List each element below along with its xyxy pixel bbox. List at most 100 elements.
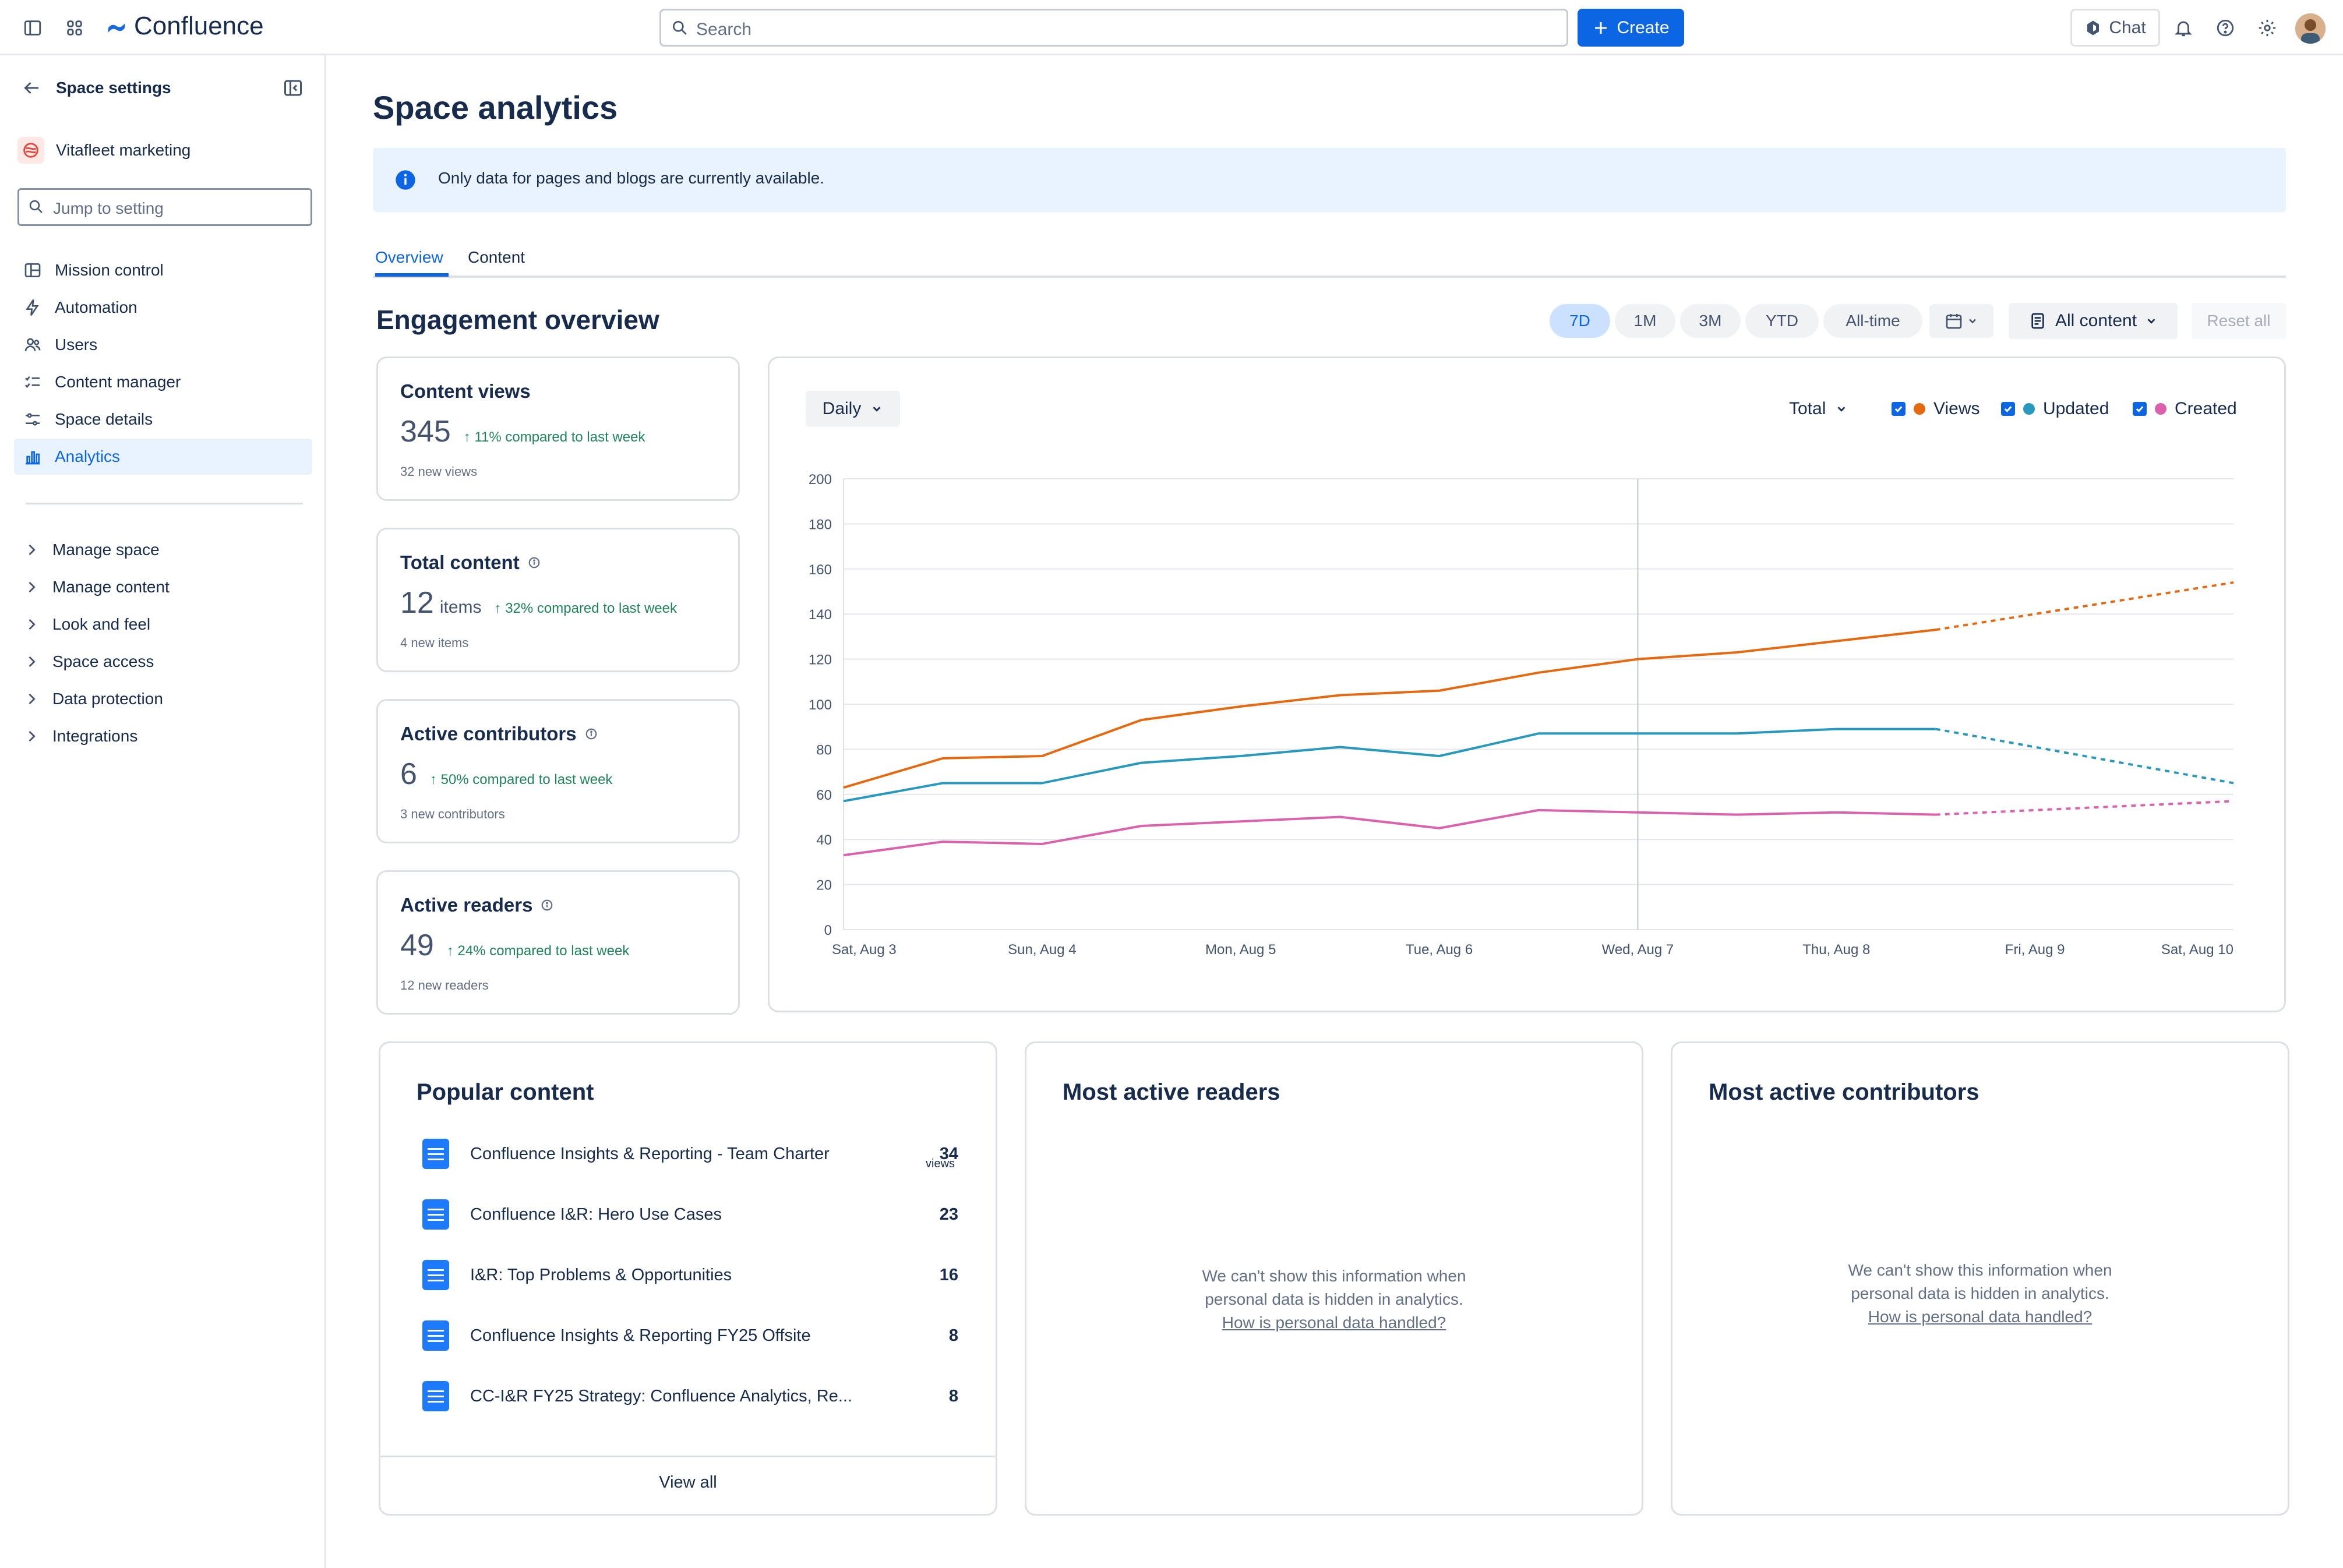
info-icon[interactable] bbox=[541, 899, 553, 912]
chevron-right-icon bbox=[29, 693, 36, 705]
x-tick-label: Sun, Aug 4 bbox=[1008, 942, 1076, 958]
create-button[interactable]: Create bbox=[1578, 9, 1684, 47]
views-label: views bbox=[926, 1157, 955, 1170]
sidebar-item-mission-control[interactable]: Mission control bbox=[14, 252, 312, 288]
aggregation-dropdown[interactable]: Total bbox=[1789, 399, 1848, 419]
stat-card-total-content: Total content 12 items ↑ 32% compared to… bbox=[376, 528, 740, 672]
date-picker-button[interactable] bbox=[1929, 304, 1993, 338]
sidebar-group-label: Data protection bbox=[52, 690, 163, 708]
reset-all-button[interactable]: Reset all bbox=[2192, 303, 2286, 339]
sidebar-item-space-details[interactable]: Space details bbox=[14, 401, 312, 437]
y-tick-label: 160 bbox=[809, 562, 832, 578]
jump-placeholder: Jump to setting bbox=[53, 199, 164, 217]
help-icon[interactable] bbox=[2214, 16, 2237, 40]
view-all-button[interactable]: View all bbox=[659, 1473, 717, 1492]
list-item[interactable]: Confluence I&R: Hero Use Cases 23 bbox=[422, 1197, 958, 1232]
view-count: 16 bbox=[939, 1265, 958, 1284]
y-tick-label: 120 bbox=[809, 652, 832, 668]
stat-change: ↑ 11% compared to last week bbox=[463, 429, 645, 445]
range-7d-button[interactable]: 7D bbox=[1550, 304, 1610, 338]
series-line-updated bbox=[843, 728, 1936, 803]
chat-button[interactable]: Chat bbox=[2070, 9, 2160, 47]
y-tick-label: 180 bbox=[809, 517, 832, 532]
sidebar-item-analytics[interactable]: Analytics bbox=[14, 439, 312, 475]
sidebar-group-label: Look and feel bbox=[52, 615, 151, 633]
sidebar-group-label: Manage content bbox=[52, 578, 170, 596]
y-tick-label: 200 bbox=[809, 472, 832, 488]
checkbox-checked-icon bbox=[2133, 402, 2147, 416]
empty-line-1: We can't show this information when bbox=[1848, 1261, 2112, 1279]
list-item[interactable]: I&R: Top Problems & Opportunities 16 bbox=[422, 1258, 958, 1292]
search-input[interactable]: Search bbox=[659, 9, 1568, 47]
sidebar-item-content-manager[interactable]: Content manager bbox=[14, 364, 312, 400]
sidebar-item-label: Users bbox=[55, 336, 98, 354]
chat-label: Chat bbox=[2109, 17, 2146, 37]
range-ytd-button[interactable]: YTD bbox=[1745, 304, 1819, 338]
stat-title: Active readers bbox=[400, 894, 533, 916]
sidebar-toggle-icon[interactable] bbox=[21, 16, 44, 40]
active-tab-indicator bbox=[375, 273, 449, 277]
notifications-bell-icon[interactable] bbox=[2172, 16, 2195, 40]
content-title: I&R: Top Problems & Opportunities bbox=[470, 1265, 732, 1284]
sidebar-group-integrations[interactable]: Integrations bbox=[14, 718, 312, 754]
x-tick-label: Sat, Aug 3 bbox=[832, 942, 897, 958]
legend-views-toggle[interactable]: Views bbox=[1892, 399, 1979, 419]
range-all-time-button[interactable]: All-time bbox=[1823, 304, 1922, 338]
y-tick-label: 40 bbox=[816, 832, 832, 848]
chevron-down-icon bbox=[1969, 319, 1976, 324]
legend-label: Views bbox=[1933, 399, 1980, 418]
sidebar-group-look-and-feel[interactable]: Look and feel bbox=[14, 606, 312, 642]
confluence-logo-icon[interactable] bbox=[105, 16, 128, 40]
banner-text: Only data for pages and blogs are curren… bbox=[438, 169, 825, 187]
granularity-dropdown[interactable]: Daily bbox=[806, 391, 900, 427]
stat-title: Content views bbox=[400, 380, 531, 402]
checklist-icon bbox=[25, 376, 40, 389]
sidebar-item-automation[interactable]: Automation bbox=[14, 289, 312, 326]
list-item[interactable]: CC-I&R FY25 Strategy: Confluence Analyti… bbox=[422, 1379, 958, 1414]
legend-updated-toggle[interactable]: Updated bbox=[2001, 399, 2109, 419]
sidebar-item-users[interactable]: Users bbox=[14, 327, 312, 363]
info-icon[interactable] bbox=[585, 728, 598, 740]
empty-line-2: personal data is hidden in analytics. bbox=[1205, 1290, 1463, 1308]
legend-created-toggle[interactable]: Created bbox=[2133, 399, 2237, 419]
sidebar-group-data-protection[interactable]: Data protection bbox=[14, 681, 312, 717]
back-arrow-icon[interactable] bbox=[21, 77, 42, 101]
card-title: Most active contributors bbox=[1709, 1079, 1979, 1105]
stat-sub: 12 new readers bbox=[400, 978, 489, 993]
jump-to-setting-input[interactable]: Jump to setting bbox=[17, 188, 312, 226]
x-tick-label: Tue, Aug 6 bbox=[1406, 942, 1473, 958]
tab-overview[interactable]: Overview bbox=[375, 248, 443, 266]
range-1m-button[interactable]: 1M bbox=[1615, 304, 1675, 338]
stat-card-active-readers: Active readers 49 ↑ 24% compared to last… bbox=[376, 870, 740, 1015]
engagement-line-chart[interactable]: 0 20 40 60 80 100 120 140 160 180 200 Sat, Aug 3 Sun… bbox=[770, 358, 2284, 1011]
user-avatar[interactable] bbox=[2295, 13, 2326, 44]
settings-gear-icon[interactable] bbox=[2256, 16, 2279, 40]
list-item[interactable]: Confluence Insights & Reporting - Team C… bbox=[422, 1136, 958, 1171]
app-switcher-icon[interactable] bbox=[63, 16, 86, 40]
personal-data-link[interactable]: How is personal data handled? bbox=[1868, 1308, 2093, 1326]
stat-value: 49 bbox=[400, 928, 434, 962]
collapse-sidebar-icon[interactable] bbox=[283, 77, 304, 101]
space-selector[interactable]: Vitafleet marketing bbox=[17, 137, 190, 164]
sidebar-item-label: Content manager bbox=[55, 373, 181, 391]
y-tick-label: 60 bbox=[816, 787, 832, 803]
card-title: Popular content bbox=[417, 1079, 594, 1105]
stat-change-text: 50% compared to last week bbox=[440, 772, 613, 787]
sidebar-group-space-access[interactable]: Space access bbox=[14, 644, 312, 680]
chevron-down-icon bbox=[873, 407, 881, 412]
info-icon[interactable] bbox=[528, 556, 541, 569]
stat-change-text: 11% compared to last week bbox=[474, 429, 645, 445]
series-forecast-updated bbox=[1935, 728, 2234, 785]
list-item[interactable]: Confluence Insights & Reporting FY25 Off… bbox=[422, 1318, 958, 1353]
sidebar-group-label: Space access bbox=[52, 652, 154, 670]
tab-content[interactable]: Content bbox=[468, 248, 525, 266]
range-3m-button[interactable]: 3M bbox=[1680, 304, 1741, 338]
app-name[interactable]: Confluence bbox=[134, 12, 264, 40]
sidebar-group-manage-space[interactable]: Manage space bbox=[14, 532, 312, 568]
content-filter-dropdown[interactable]: All content bbox=[2009, 303, 2178, 339]
sidebar-group-manage-content[interactable]: Manage content bbox=[14, 569, 312, 605]
personal-data-link[interactable]: How is personal data handled? bbox=[1222, 1313, 1446, 1332]
most-active-contributors-card: Most active contributors We can't show t… bbox=[1671, 1041, 2289, 1516]
view-count: 8 bbox=[948, 1386, 958, 1405]
settings-sidebar: Space settings Vitafleet marketing Jump … bbox=[0, 55, 326, 1568]
